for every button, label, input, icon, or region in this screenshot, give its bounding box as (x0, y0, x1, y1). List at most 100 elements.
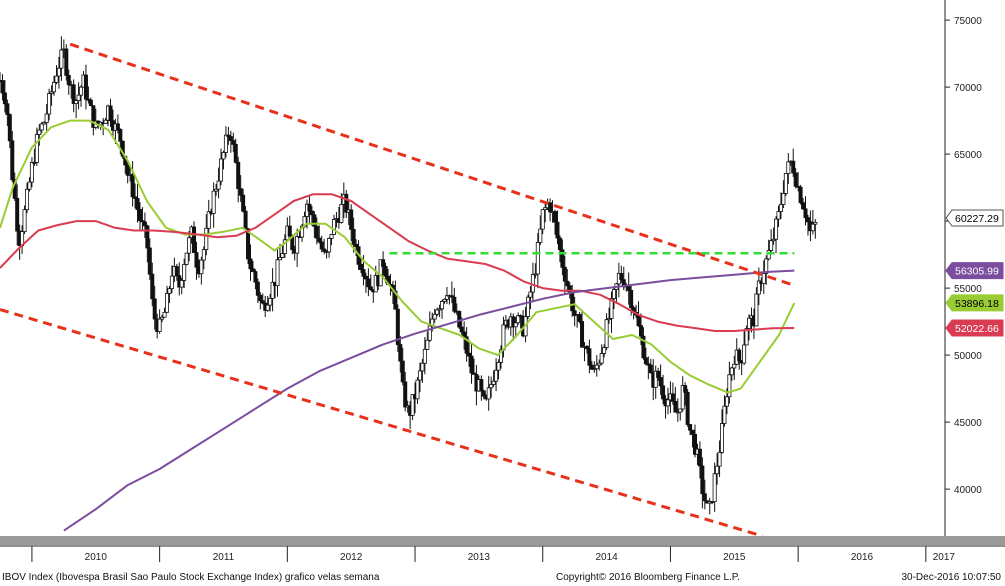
candle-body (2, 92, 7, 105)
candle-body (349, 209, 354, 230)
candle-body (236, 161, 241, 190)
candle-body (275, 259, 280, 286)
candle-body (810, 223, 815, 232)
candle-body (194, 252, 199, 268)
moving-average-line-3 (63, 269, 795, 532)
candle-body (152, 298, 157, 320)
candle-body (187, 237, 192, 254)
candle-body (692, 433, 697, 455)
candle-body (265, 304, 270, 311)
candle-body (71, 84, 76, 104)
candle-body (756, 280, 761, 295)
candle-body (670, 393, 675, 402)
candle-body (322, 248, 327, 252)
candle-body (108, 105, 113, 122)
candle-body (145, 225, 150, 249)
moving-average-line-1 (0, 119, 796, 394)
candle-body (5, 103, 10, 115)
candle-body (675, 411, 680, 414)
candle-body (130, 173, 135, 198)
candle-body (47, 93, 52, 115)
candle-body (410, 394, 415, 416)
candle-body (801, 202, 806, 210)
candle-body (169, 275, 174, 290)
candle-body (368, 286, 373, 290)
candle-body (393, 290, 398, 310)
candle-body (732, 363, 737, 369)
candle-body (587, 348, 592, 366)
candle-body (184, 252, 189, 265)
candle-body (174, 266, 179, 277)
candle-body (643, 357, 648, 365)
candle-body (270, 281, 275, 299)
price-label-text: 60227.29 (955, 213, 999, 225)
candle-body (246, 228, 251, 260)
candle-body (570, 291, 575, 312)
candle-body (37, 129, 42, 135)
candle-body (611, 289, 616, 299)
candle-body (88, 99, 93, 107)
candle-body (83, 74, 88, 100)
candle-body (395, 308, 400, 345)
candle-body (228, 136, 233, 141)
candle-body (803, 208, 808, 219)
candle-body (223, 134, 228, 153)
candle-body (206, 211, 211, 229)
upper-channel-line (69, 42, 795, 287)
candle-body (354, 243, 359, 248)
candle-body (250, 268, 255, 272)
candle-body (673, 400, 678, 413)
candle-body (690, 429, 695, 435)
candle-body (724, 396, 729, 407)
candle-body (383, 266, 388, 277)
candle-body (683, 385, 688, 393)
candle-body (680, 385, 685, 410)
candle-body (462, 331, 467, 338)
candle-body (280, 253, 285, 258)
candle-body (791, 160, 796, 174)
candle-body (511, 316, 516, 328)
candle-body (192, 226, 197, 253)
candle-body (160, 316, 165, 320)
candle-body (584, 345, 589, 350)
candle-body (164, 292, 169, 313)
candle-body (602, 347, 607, 354)
candle-body (403, 381, 408, 408)
candle-body (526, 296, 531, 317)
candle-body (118, 129, 123, 142)
candle-body (34, 134, 39, 163)
timestamp-text: 30-Dec-2016 10:07:50 (901, 572, 1001, 583)
candle-body (199, 259, 204, 275)
y-tick-label: 65000 (954, 150, 982, 161)
price-label-text: 56305.99 (955, 266, 999, 278)
candle-body (516, 315, 521, 324)
candle-body (79, 86, 84, 96)
candle-body (363, 275, 368, 280)
candle-body (771, 238, 776, 242)
candle-body (381, 259, 386, 267)
x-tick-label: 2014 (595, 552, 618, 563)
candle-body (656, 370, 661, 378)
candle-body (535, 242, 540, 275)
candle-body (74, 100, 79, 104)
candle-body (712, 473, 717, 503)
candle-body (813, 222, 818, 225)
candle-body (307, 203, 312, 212)
candle-body (778, 204, 783, 212)
candle-body (398, 344, 403, 362)
candle-body (216, 180, 221, 190)
candle-body (496, 361, 501, 371)
candle-body (359, 263, 364, 270)
candle-body (137, 209, 142, 222)
candle-body (427, 325, 432, 341)
price-label-text: 53896.18 (955, 298, 999, 310)
candle-body (658, 377, 663, 387)
candle-body (327, 238, 332, 253)
candle-body (769, 240, 774, 251)
candle-body (103, 119, 108, 124)
candle-body (513, 322, 518, 328)
candle-body (489, 384, 494, 389)
candle-body (233, 143, 238, 163)
price-label-box (945, 294, 1004, 312)
